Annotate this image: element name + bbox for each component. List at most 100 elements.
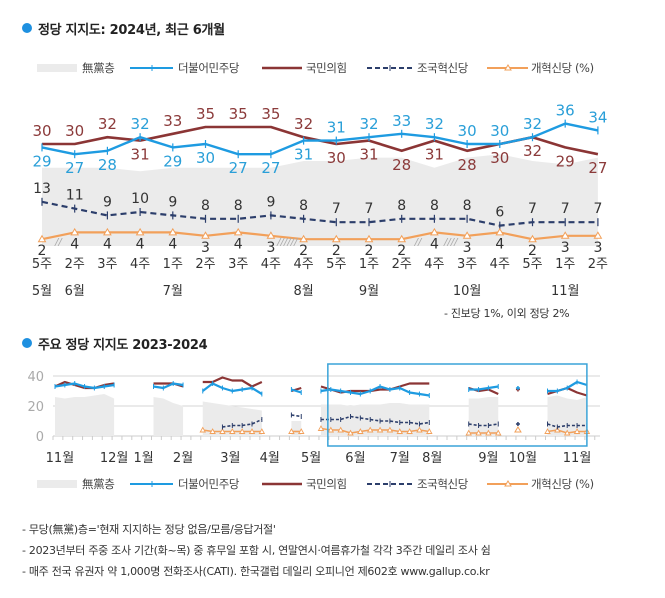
- reform-line-point: [396, 428, 404, 434]
- x-month-label: 5월: [301, 451, 321, 466]
- minjoo-data-label: 30: [490, 122, 509, 140]
- rebuilding-data-label: 13: [33, 181, 51, 197]
- reform-data-label: 3: [266, 240, 275, 256]
- ppp-line: [320, 382, 430, 394]
- legend-reform-marker: [504, 64, 512, 71]
- reform-line-point: [219, 428, 226, 434]
- x-month-label: 9월: [478, 451, 498, 466]
- reform-line-point: [426, 428, 433, 434]
- reform-line-point: [544, 428, 551, 434]
- reform-data-label: 2: [365, 243, 374, 259]
- x-month-label: 6월: [345, 451, 365, 466]
- rebuilding-data-label: 7: [593, 201, 602, 217]
- reform-line-point: [297, 428, 305, 434]
- reform-data-label: 4: [168, 236, 177, 252]
- rebuilding-data-label: 9: [168, 194, 177, 210]
- legend-nonpartisan-swatch: [37, 64, 77, 72]
- reform-line-point: [406, 428, 413, 434]
- note-methodology: - 매주 전국 유권자 약 1,000명 전화조사(CATI). 한국갤럽 데일…: [22, 565, 490, 578]
- nonpartisan-area: [153, 397, 184, 436]
- x-week-label: 5주: [326, 257, 346, 272]
- axis-break-mark: //: [414, 237, 423, 248]
- reform-line-point: [229, 428, 236, 434]
- reform-point: [593, 231, 603, 239]
- x-month-label: 5월: [32, 284, 52, 299]
- reform-data-label: 2: [38, 243, 47, 259]
- reform-line-point: [199, 426, 207, 433]
- x-week-label: 4주: [130, 257, 150, 272]
- ppp-data-label: 30: [65, 122, 84, 140]
- minjoo-data-label: 28: [98, 156, 117, 174]
- legend-minjoo-label: 더불어민주당: [178, 477, 240, 491]
- legend-reform-marker: [504, 480, 512, 487]
- reform-line-point: [238, 428, 246, 434]
- legend-top: 無黨층 더불어민주당 국민의힘 조국혁신당 개혁신당 (%): [0, 60, 665, 76]
- reform-point: [233, 227, 243, 236]
- x-week-label: 3주: [97, 257, 117, 272]
- minjoo-data-label: 29: [163, 152, 182, 170]
- reform-line-point: [386, 426, 394, 433]
- bottom-line-chart: 0 20 40 11월 12월 1월 2월 3월 4월 5월 6월 7월 8월 9월 10월 11월: [27, 363, 600, 466]
- reform-point: [299, 234, 308, 243]
- rebuilding-data-label: 7: [332, 201, 341, 217]
- reform-line-point: [573, 428, 581, 434]
- reform-line-point: [475, 429, 482, 436]
- reform-point: [201, 231, 210, 239]
- reform-data-label: 4: [430, 236, 439, 252]
- minjoo-data-label: 34: [588, 108, 607, 126]
- minjoo-data-label: 32: [131, 115, 150, 133]
- reform-line-point: [288, 428, 295, 434]
- rebuilding-data-label: 7: [561, 201, 570, 217]
- reform-line-point: [554, 426, 561, 433]
- reform-point: [37, 234, 47, 243]
- x-month-label: 9월: [359, 284, 379, 299]
- ppp-data-label: 35: [196, 105, 215, 123]
- legend-bottom: 無黨층 더불어민주당 국민의힘 조국혁신당 개혁신당 (%): [0, 476, 665, 492]
- reform-point: [397, 234, 407, 243]
- minjoo-data-label: 29: [32, 152, 51, 170]
- recent-six-months-highlight-box: [327, 363, 588, 447]
- rebuilding-data-label: 11: [66, 188, 84, 204]
- reform-point: [103, 227, 112, 236]
- x-week-label: 5주: [32, 257, 52, 272]
- legend-reform-label: 개혁신당 (%): [531, 61, 594, 75]
- rebuilding-data-label: 10: [131, 191, 149, 207]
- minjoo-data-label: 27: [65, 159, 84, 177]
- rebuilding-data-label: 8: [299, 198, 308, 214]
- legend-swatches: [37, 480, 528, 488]
- reform-data-label: 2: [299, 243, 308, 259]
- ppp-data-label: 30: [490, 149, 509, 167]
- nonpartisan-area: [55, 394, 115, 436]
- minjoo-line: [153, 382, 184, 390]
- x-week-label: 2주: [65, 257, 85, 272]
- rebuilding-line: [222, 418, 263, 428]
- reform-point: [560, 231, 570, 239]
- reform-data-label: 4: [70, 236, 79, 252]
- minjoo-data-label: 31: [294, 146, 313, 164]
- x-week-label: 4주: [424, 257, 444, 272]
- x-week-label: 1주: [555, 257, 575, 272]
- section-bullet-icon: [22, 23, 32, 33]
- reform-line-point: [317, 425, 325, 431]
- reform-line-point: [465, 429, 472, 436]
- minjoo-line: [41, 122, 599, 156]
- rebuilding-data-label: 8: [463, 198, 472, 214]
- rebuilding-data-label: 9: [103, 194, 112, 210]
- legend-rebuilding-label: 조국혁신당: [417, 477, 468, 491]
- top-chart-annotation: - 진보당 1%, 이외 정당 2%: [444, 307, 570, 320]
- reform-point: [70, 227, 80, 236]
- x-month-label: 12월: [100, 451, 129, 466]
- reform-line-point: [416, 426, 423, 433]
- rebuilding-data-label: 7: [528, 201, 537, 217]
- x-month-label: 8월: [422, 451, 442, 466]
- x-week-label: 1주: [359, 257, 379, 272]
- ppp-data-label: 35: [229, 105, 248, 123]
- y-tick-label: 0: [36, 430, 44, 445]
- minjoo-data-label: 27: [261, 159, 280, 177]
- ppp-data-label: 28: [458, 156, 477, 174]
- nonpartisan-area: [320, 403, 430, 436]
- reform-point: [331, 234, 341, 243]
- nonpartisan-area: [202, 401, 262, 436]
- reform-point: [462, 231, 472, 239]
